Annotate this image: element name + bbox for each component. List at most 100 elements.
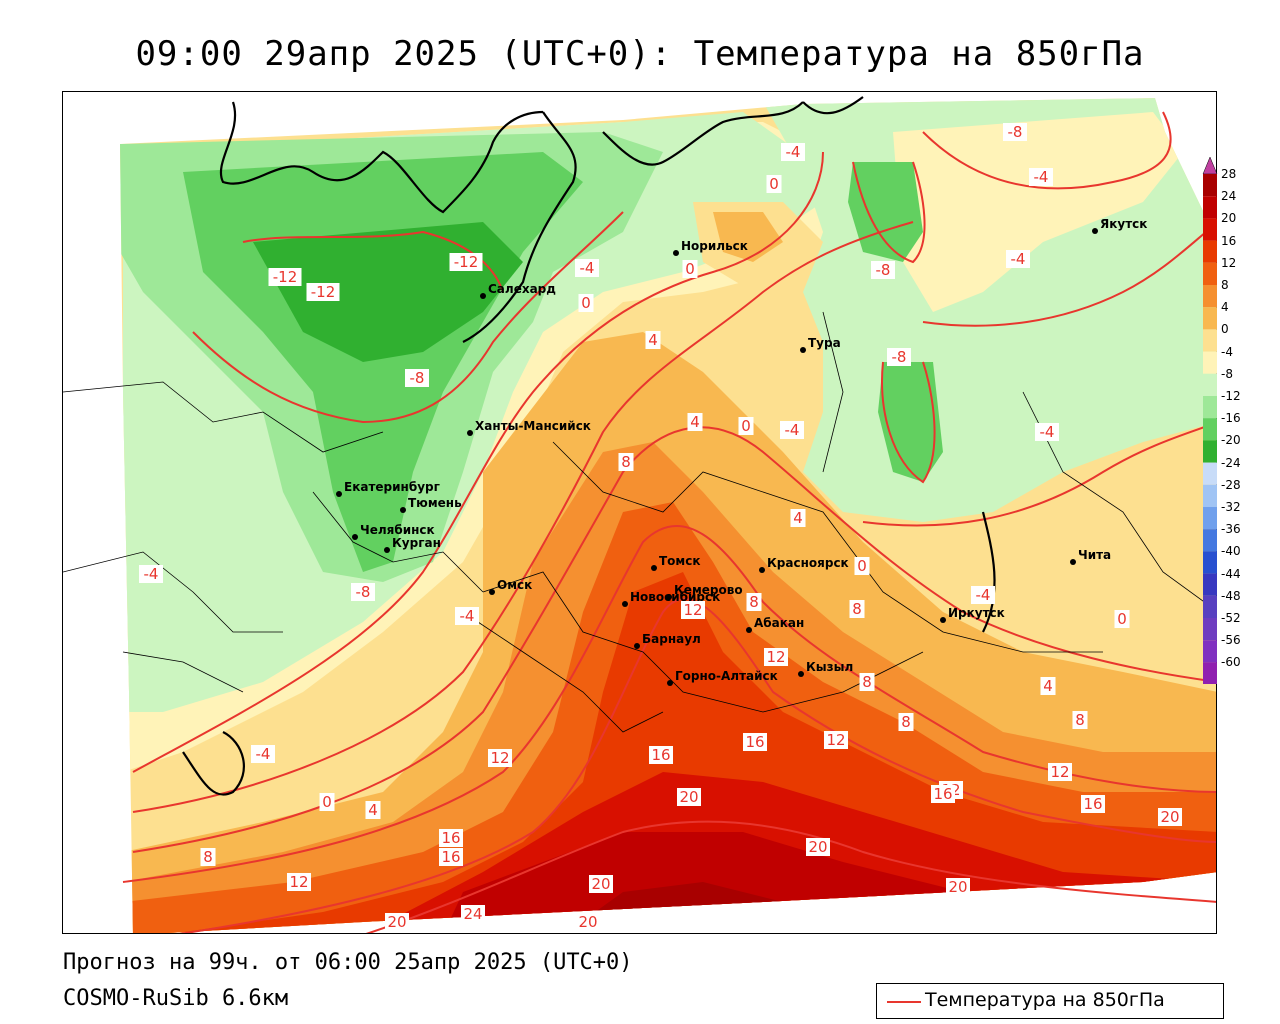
colorbar-tick-label: -4	[1221, 344, 1233, 359]
city-label: Горно-Алтайск	[675, 669, 778, 683]
colorbar-tick-label: -44	[1221, 566, 1241, 581]
contour-label-bg	[764, 648, 788, 666]
legend-line-swatch	[887, 1001, 921, 1003]
city-label: Салехард	[488, 282, 556, 296]
city-dot	[384, 547, 390, 553]
colorbar-segment	[1203, 240, 1217, 263]
colorbar-tick-label: -60	[1221, 655, 1241, 670]
contour-label-bg	[1029, 168, 1053, 186]
city-dot	[352, 534, 358, 540]
city-label: Кызыл	[806, 660, 853, 674]
contour-label: -4	[256, 745, 271, 763]
temperature-field	[120, 98, 1216, 933]
contour-label: 16	[1083, 795, 1102, 813]
city-dot	[759, 567, 765, 573]
contour-label-bg	[268, 268, 302, 286]
city-dot	[1092, 228, 1098, 234]
city-dot	[400, 507, 406, 513]
colorbar-segment	[1203, 640, 1217, 663]
city-label: Иркутск	[948, 606, 1005, 620]
city-dot	[336, 491, 342, 497]
colorbar-tick-label: 24	[1221, 189, 1237, 204]
contour-label: 0	[322, 793, 332, 811]
contour-label-bg	[576, 913, 600, 931]
contour-label: 12	[490, 749, 509, 767]
contour-label-bg	[405, 369, 429, 387]
contour-label-bg	[649, 746, 673, 764]
contour-label: 4	[793, 509, 803, 527]
city-dot	[940, 617, 946, 623]
contour-label: 16	[745, 733, 764, 751]
contour-label-bg	[849, 600, 865, 618]
city-label: Чита	[1078, 548, 1111, 562]
contour-label-bg	[682, 260, 698, 278]
contour-label: -4	[580, 259, 595, 277]
contour-label: 20	[1160, 808, 1179, 826]
contour-label-bg	[1040, 677, 1056, 695]
contour-label: 4	[368, 801, 378, 819]
city-dot	[634, 643, 640, 649]
contour-label-bg	[1072, 711, 1088, 729]
city-dot	[746, 627, 752, 633]
colorbar-segment	[1203, 595, 1217, 618]
city-label: Норильск	[681, 239, 748, 253]
colorbar-segment	[1203, 529, 1217, 552]
region-borders	[63, 311, 1216, 733]
contour-label-bg	[971, 586, 995, 604]
city-dot	[651, 565, 657, 571]
contour-label-bg	[385, 913, 409, 931]
contour-label: 0	[685, 260, 695, 278]
contour-label-bg	[743, 733, 767, 751]
contour-label: 12	[1050, 763, 1069, 781]
contour-label: -8	[356, 583, 371, 601]
contour-label: -4	[460, 607, 475, 625]
city-label: Якутск	[1100, 217, 1147, 231]
colorbar-segment	[1203, 573, 1217, 596]
colorbar-tick-label: 20	[1221, 211, 1237, 226]
contour-label-bg	[806, 838, 830, 856]
contour-label: 8	[862, 673, 872, 691]
colorbar-tick-label: 16	[1221, 233, 1237, 248]
contour-label: 20	[578, 913, 597, 931]
contour-label-bg	[319, 793, 335, 811]
contour-label: -4	[785, 421, 800, 439]
contour-label-bg	[1114, 610, 1130, 628]
temperature-contours	[122, 111, 1216, 933]
contour-label-bg	[766, 175, 782, 193]
colorbar-tick-label: -36	[1221, 522, 1241, 537]
contour-label: 8	[749, 593, 759, 611]
colorbar-segment	[1203, 507, 1217, 530]
contour-label: -8	[892, 348, 907, 366]
contour-label: 20	[591, 875, 610, 893]
colorbar-ramp	[1202, 156, 1218, 684]
contour-label: 8	[901, 713, 911, 731]
contour-label: -8	[876, 261, 891, 279]
colorbar-tick-label: -8	[1221, 366, 1233, 381]
contour-label-bg	[439, 829, 463, 847]
colorbar-segment	[1203, 484, 1217, 507]
city-label: Томск	[659, 554, 701, 568]
contour-label-bg	[887, 348, 911, 366]
contour-label: -12	[311, 283, 336, 301]
colorbar-tick-label: -20	[1221, 433, 1241, 448]
contour-label: -4	[976, 586, 991, 604]
contour-label-bg	[781, 143, 805, 161]
city-label: Тура	[808, 336, 841, 350]
colorbar-tick-label: -40	[1221, 544, 1241, 559]
contour-label-bg	[1003, 123, 1027, 141]
contour-label-bg	[824, 731, 848, 749]
contour-label: 0	[581, 294, 591, 312]
city-label: Красноярск	[767, 556, 849, 570]
contour-label: -8	[410, 369, 425, 387]
contour-label: 8	[621, 453, 631, 471]
colorbar-tick-label: -24	[1221, 455, 1241, 470]
city-label: Ханты-Мансийск	[475, 419, 591, 433]
city-dot	[1070, 559, 1076, 565]
contour-label-bg	[1158, 808, 1182, 826]
contour-label-bg	[589, 875, 613, 893]
city-dot	[798, 671, 804, 677]
contour-label-bg	[351, 583, 375, 601]
legend-label: Температура на 850гПа	[925, 989, 1165, 1011]
contour-label-bg	[871, 261, 895, 279]
contour-label-bg	[1006, 250, 1030, 268]
